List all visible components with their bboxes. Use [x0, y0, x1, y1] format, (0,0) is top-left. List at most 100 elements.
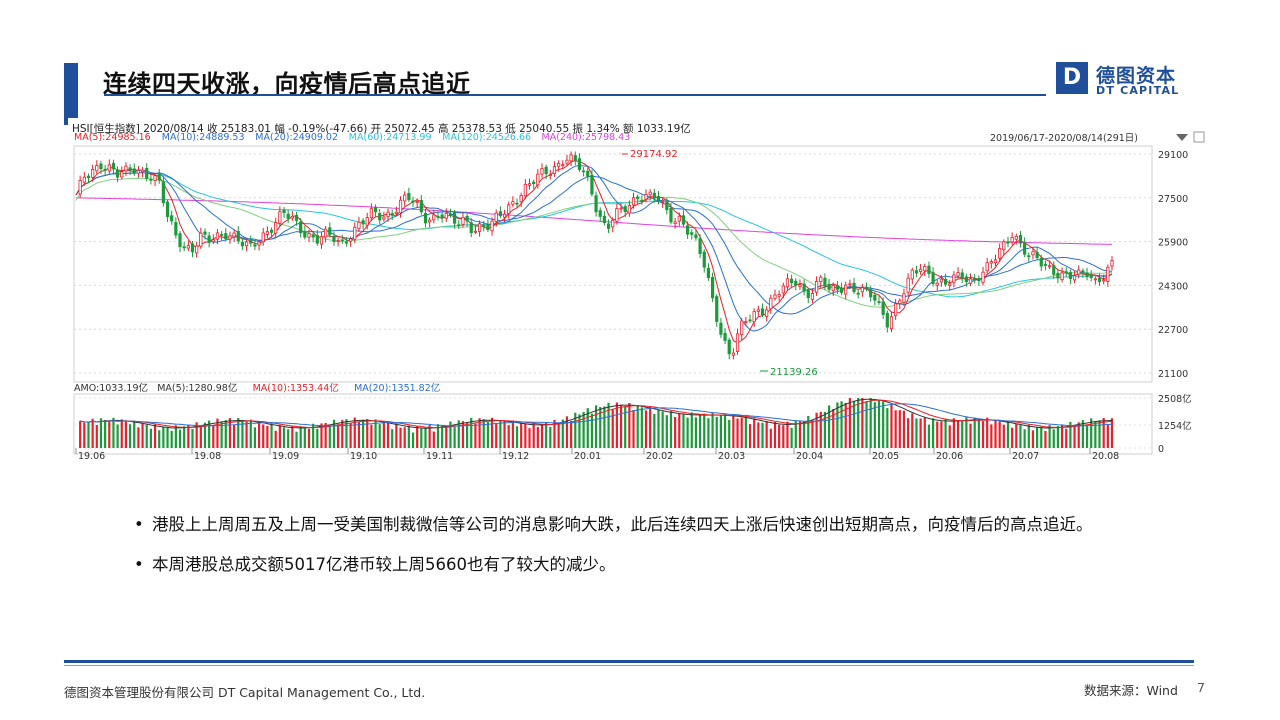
candle-body	[948, 283, 952, 286]
candle-body	[623, 206, 627, 212]
volume-bar	[603, 406, 606, 448]
candle-body	[1085, 272, 1089, 278]
volume-bar	[228, 418, 232, 448]
volume-bar	[233, 424, 236, 448]
candle-body	[760, 308, 765, 316]
candle-body	[278, 211, 282, 224]
candle-body	[864, 287, 869, 290]
candle-body	[781, 285, 785, 294]
volume-bar	[890, 404, 893, 448]
candle-body	[249, 240, 253, 244]
volume-tick-label: 1254亿	[1158, 420, 1192, 432]
candle-body	[403, 194, 407, 202]
volume-bar	[823, 411, 827, 448]
volume-bar	[902, 410, 906, 448]
candle-body	[511, 201, 515, 205]
price-tick-label: 25900	[1158, 238, 1188, 249]
ma-lines	[75, 160, 1113, 344]
candle-body	[902, 293, 906, 303]
volume-bar	[857, 398, 860, 448]
volume-bar	[199, 425, 202, 448]
candle-body	[881, 301, 885, 315]
volume-bar	[395, 423, 398, 448]
candle-body	[307, 233, 311, 238]
volume-bar	[170, 430, 173, 448]
candle-body	[773, 294, 777, 299]
volume-bar	[386, 422, 390, 448]
candle-body	[552, 166, 557, 175]
volume-bar	[986, 417, 989, 448]
volume-bar	[674, 416, 677, 448]
candle-body	[315, 234, 319, 244]
volume-bar	[981, 421, 985, 448]
volume-bar	[116, 424, 119, 448]
candle-body	[282, 209, 286, 214]
title-accent-bar	[64, 63, 78, 125]
volume-bar	[195, 422, 198, 448]
candle-body	[839, 287, 844, 293]
candle-body	[324, 228, 328, 238]
volume-bar	[624, 406, 627, 448]
volume-bar	[128, 424, 132, 448]
volume-bar	[432, 431, 435, 448]
logo-english-name: DT CAPITAL	[1096, 84, 1180, 97]
volume-bar	[162, 426, 165, 448]
volume-bar	[420, 428, 423, 448]
candle-body	[1027, 255, 1031, 258]
volume-bar	[894, 410, 897, 448]
candle-body	[407, 192, 411, 201]
volume-bar	[1027, 424, 1030, 448]
range-dropdown-icon[interactable]	[1176, 134, 1188, 141]
candle-body	[631, 197, 636, 206]
volume-bar	[636, 405, 639, 448]
footer-divider-thin	[64, 665, 1194, 666]
candle-body	[1102, 279, 1106, 282]
candle-body	[1006, 241, 1010, 244]
volume-bar	[178, 429, 182, 448]
footer-company: 德图资本管理股份有限公司 DT Capital Management Co., …	[64, 685, 426, 700]
candle-body	[336, 240, 340, 242]
volume-bar	[940, 421, 943, 448]
volume-bar	[1048, 425, 1051, 448]
volume-bars	[79, 398, 1114, 448]
candle-body	[989, 261, 993, 264]
candle-body	[636, 196, 640, 200]
candle-body	[178, 233, 182, 248]
candle-body	[769, 297, 773, 310]
page-title: 连续四天收涨，向疫情后高点追近	[103, 70, 471, 98]
volume-bar	[436, 424, 440, 448]
volume-tick-label: 0	[1158, 444, 1164, 455]
candle-body	[544, 166, 548, 175]
volume-bar	[757, 422, 760, 448]
candle-body	[532, 181, 536, 185]
volume-bar	[166, 426, 169, 448]
candle-body	[590, 174, 594, 195]
commentary: • 港股上上周周五及上周一受美国制裁微信等公司的消息影响大跌，此后连续四天上涨后…	[134, 514, 1154, 594]
x-axis-label: 19.11	[426, 451, 453, 460]
volume-bar	[486, 422, 490, 448]
candle-body	[182, 246, 186, 249]
volume-bar	[877, 400, 881, 448]
candle-body	[1093, 278, 1097, 281]
volume-bar	[732, 414, 735, 448]
volume-bar	[241, 421, 244, 448]
candle-body	[744, 321, 748, 323]
candle-body	[394, 211, 398, 215]
candle-body	[606, 223, 611, 229]
volume-bar	[345, 419, 348, 448]
volume-ma20-line	[80, 403, 1113, 427]
candle-body	[1106, 266, 1110, 282]
volume-bar	[765, 421, 768, 448]
x-axis-label: 20.01	[574, 451, 601, 460]
candle-body	[290, 215, 294, 219]
volume-bar	[549, 426, 552, 448]
volume-bar	[1069, 421, 1072, 448]
candle-body	[328, 227, 332, 236]
volume-legend: AMO:1033.19亿 MA(5):1280.98亿 MA(10):1353.44…	[74, 382, 440, 394]
candle-body	[99, 163, 103, 170]
volume-bar	[582, 412, 585, 448]
volume-bar	[324, 422, 327, 448]
candle-body	[548, 174, 552, 176]
chart-settings-icon[interactable]	[1193, 131, 1205, 143]
candle-body	[490, 220, 494, 232]
